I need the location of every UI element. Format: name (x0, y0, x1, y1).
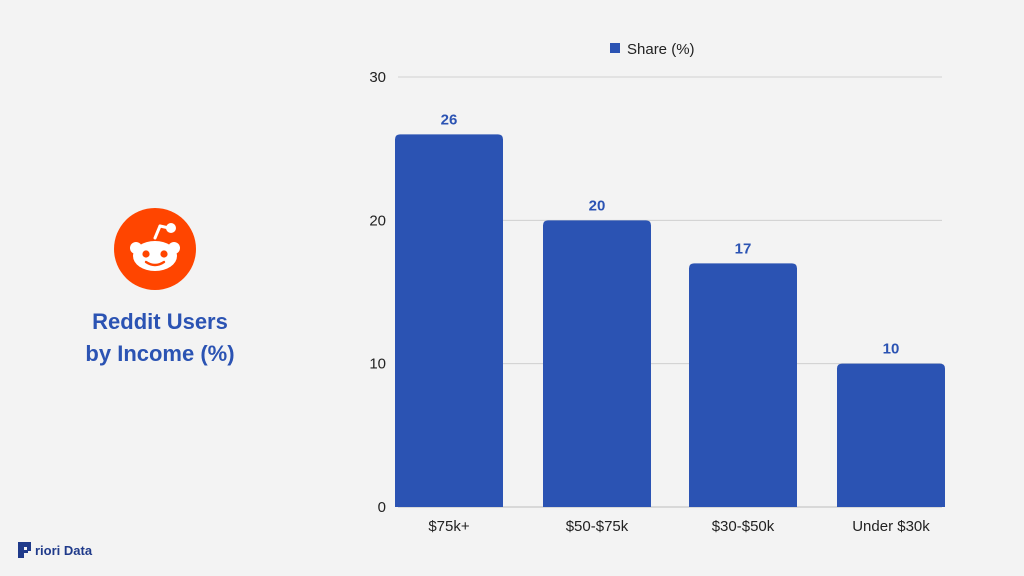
chart-title-line-2: by Income (%) (85, 341, 235, 366)
bar (543, 220, 651, 508)
legend-swatch (610, 43, 620, 53)
chart-title: Reddit Users by Income (%) (60, 306, 260, 370)
priori-data-brand: riori Data (16, 538, 92, 562)
x-tick-label: $50-$75k (566, 518, 629, 535)
y-tick-label: 30 (369, 69, 386, 86)
x-tick-label: Under $30k (852, 518, 930, 535)
labels: 0 10 20 30 26 $75k+ 20 $50-$75k 17 $30-$50k 10 Unde… (369, 69, 930, 535)
bars (395, 134, 945, 508)
x-tick-label: $30-$50k (712, 518, 775, 535)
x-tick-label: $75k+ (428, 518, 470, 535)
bar-value-label: 17 (735, 240, 752, 257)
bar-value-label: 20 (589, 197, 606, 214)
chart-title-line-1: Reddit Users (92, 309, 228, 334)
y-tick-label: 20 (369, 212, 386, 229)
bar (689, 263, 797, 507)
bar-value-label: 26 (441, 111, 458, 128)
bar-value-label: 10 (883, 341, 900, 358)
legend: Share (%) (610, 41, 695, 58)
bar (395, 134, 503, 508)
y-tick-label: 0 (378, 499, 386, 516)
legend-label: Share (%) (627, 41, 695, 58)
bar (837, 363, 945, 507)
y-tick-label: 10 (369, 356, 386, 373)
reddit-logo-icon (114, 208, 196, 290)
brand-text: riori Data (35, 542, 93, 558)
priori-data-logo-icon (18, 542, 31, 558)
